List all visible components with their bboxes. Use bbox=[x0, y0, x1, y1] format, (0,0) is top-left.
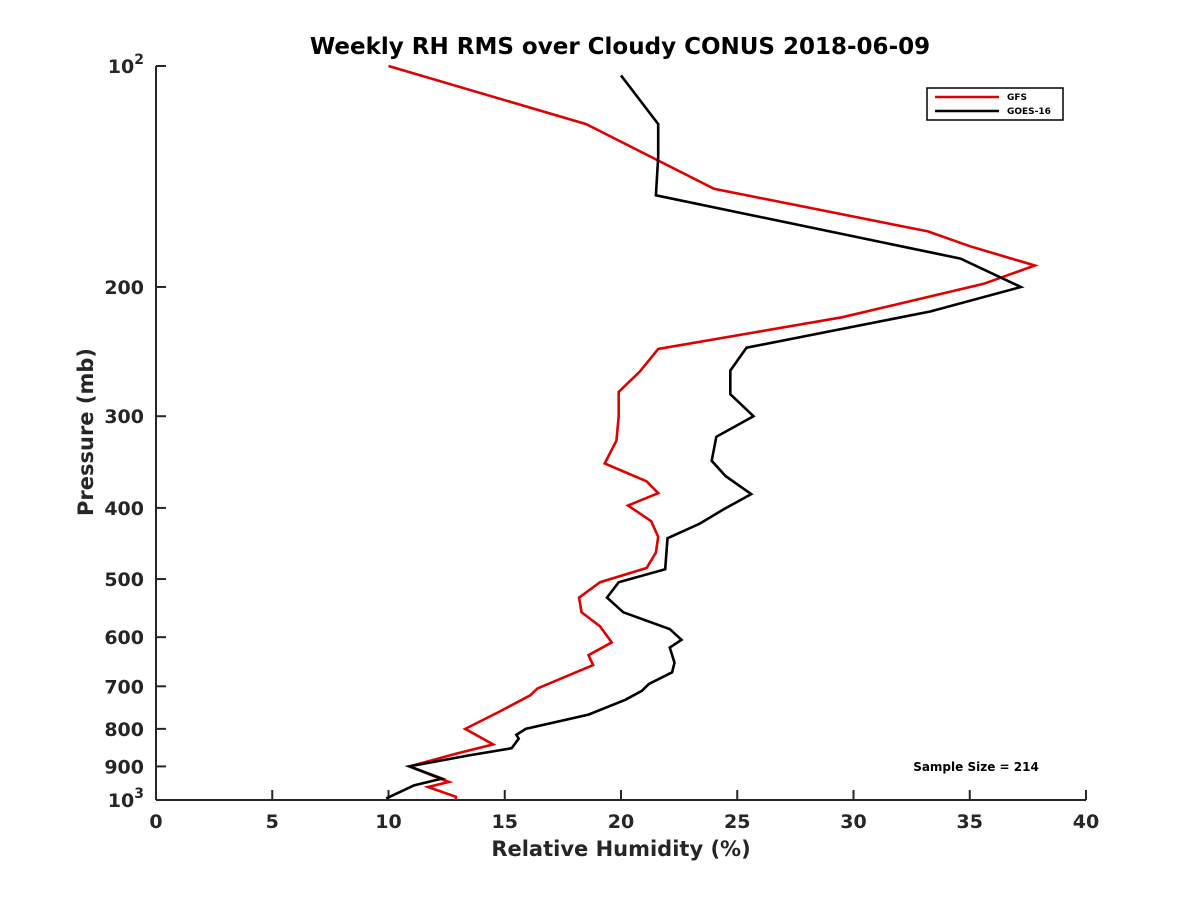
y-tick-label: 600 bbox=[104, 627, 144, 649]
x-axis-label: Relative Humidity (%) bbox=[491, 837, 750, 861]
legend: GFS GOES-16 bbox=[926, 87, 1064, 121]
y-tick-label: 200 bbox=[104, 277, 144, 299]
y-tick-label: 400 bbox=[104, 498, 144, 520]
y-tick-label: 900 bbox=[104, 756, 144, 778]
y-axis-label: Pressure (mb) bbox=[74, 348, 98, 516]
x-tick-label: 40 bbox=[1073, 811, 1099, 833]
series-line-goes-16 bbox=[385, 74, 1025, 800]
legend-label: GOES-16 bbox=[1007, 107, 1051, 117]
series-layer bbox=[385, 64, 1039, 800]
x-tick-label: 35 bbox=[957, 811, 983, 833]
chart-title: Weekly RH RMS over Cloudy CONUS 2018-06-… bbox=[310, 34, 930, 60]
x-tick-label: 5 bbox=[266, 811, 279, 833]
x-tick-label: 0 bbox=[149, 811, 162, 833]
series-line-gfs bbox=[388, 64, 1039, 800]
y-tick-label: 103 bbox=[108, 786, 144, 812]
x-tick-label: 30 bbox=[840, 811, 866, 833]
axes: 0 5 10 15 20 25 30 35 40 102 200 300 400 500 600 700 800… bbox=[104, 52, 1099, 833]
y-tick-label: 500 bbox=[104, 569, 144, 591]
x-tick-label: 25 bbox=[724, 811, 750, 833]
y-tick-label: 300 bbox=[104, 406, 144, 428]
y-tick-label: 800 bbox=[104, 719, 144, 741]
y-tick-label: 102 bbox=[108, 52, 144, 78]
legend-box bbox=[926, 87, 1064, 121]
sample-size-annotation: Sample Size = 214 bbox=[913, 760, 1039, 774]
y-tick-label: 700 bbox=[104, 676, 144, 698]
x-tick-label: 20 bbox=[608, 811, 634, 833]
legend-label: GFS bbox=[1007, 93, 1027, 103]
x-tick-label: 10 bbox=[375, 811, 401, 833]
x-tick-label: 15 bbox=[492, 811, 518, 833]
